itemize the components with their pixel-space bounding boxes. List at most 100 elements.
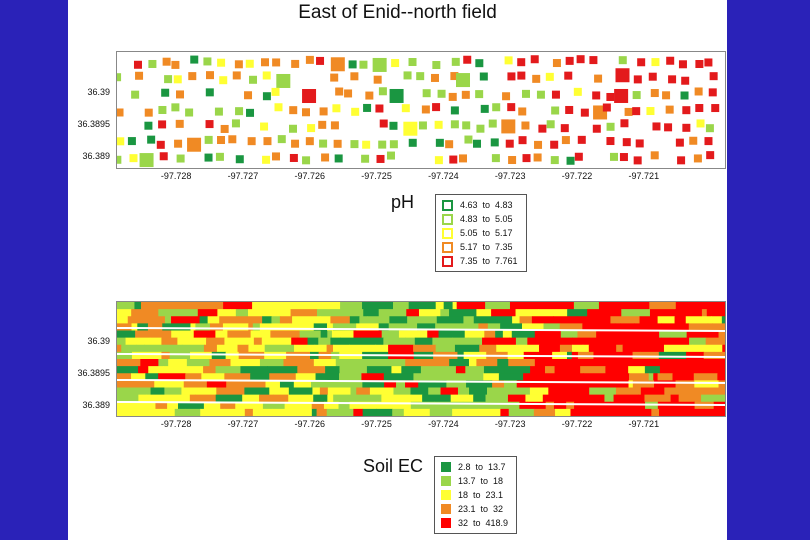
ec-cell [701,309,708,317]
ec-cell [323,401,340,410]
ec-cell [582,316,611,324]
ec-cell [545,380,562,388]
ec-cell [466,380,493,388]
ec-cell [462,401,488,410]
ph-sample-point [117,155,122,164]
ec-cell [538,309,568,317]
ph-sample-point [350,140,359,149]
ph-sample-point [521,121,530,130]
ec-cell [197,309,214,317]
ec-cell [613,394,639,403]
ec-cell [515,309,539,317]
ec-cell [332,323,357,331]
ec-cell [553,401,567,410]
ec-legend-label: 18 to 23.1 [458,490,504,500]
ec-cell [403,408,431,416]
ec-cell [695,309,703,317]
ph-sample-point [164,75,173,84]
ec-cell [269,387,275,396]
ec-cell [692,344,723,353]
ph-sample-point [403,71,412,80]
ec-cell [135,330,158,339]
ph-sample-point [162,57,171,66]
ec-cell [545,366,556,374]
ec-cell [486,401,511,410]
ec-cell [225,351,231,360]
ph-sample-point [422,89,431,98]
ec-cell [554,394,585,403]
ec-cell [388,323,410,331]
ph-sample-point [117,137,125,146]
ec-cell [117,309,132,317]
ec-cell [657,316,676,324]
ec-cell [134,302,142,310]
ph-sample-point [235,155,244,164]
ec-cell [492,380,505,388]
ec-cell [534,330,562,339]
ec-pass-line [117,379,725,384]
ph-sample-point [365,91,374,100]
ph-sample-point [389,121,398,130]
ph-sample-point [566,156,575,165]
ec-cell [405,337,416,346]
ec-cell [509,337,517,346]
ec-cell [272,302,293,310]
ec-cell [450,394,474,403]
ec-cell [340,337,363,346]
ph-sample-point [291,139,300,148]
ec-cell [659,366,686,374]
ec-cell [670,394,680,403]
ec-cell [213,337,225,346]
ph-sample-point [148,59,157,68]
ec-cell [388,344,414,353]
ec-cell [248,323,254,331]
ec-cell [356,323,380,331]
ec-cell [632,380,655,388]
ec-cell [618,337,635,346]
ec-cell [178,408,186,416]
ph-sample-point [517,71,526,80]
ec-cell [722,344,725,353]
ec-cell [622,344,636,353]
ph-y-tick-label: 36.39 [87,86,110,97]
ec-cell [573,302,600,310]
ec-cell [659,408,677,416]
ec-cell [296,408,305,416]
ph-sample-point [475,59,484,68]
ec-cell [117,344,122,353]
ec-cell [531,316,554,324]
ec-cell [504,366,531,374]
ec-cell [483,373,500,381]
ec-cell [648,373,654,381]
ec-cell [452,337,469,346]
ec-cell [401,302,410,310]
ec-legend-swatch [441,504,451,514]
ec-cell [417,323,436,331]
ph-sample-point [533,153,542,162]
ec-cell [121,344,138,353]
ph-sample-point [271,87,280,96]
ph-sample-point [552,59,561,68]
ph-sample-point [185,108,194,117]
ec-cell [330,316,351,324]
ec-cell [504,380,518,388]
ph-sample-point [144,108,153,117]
ec-cell [604,394,615,403]
ph-sample-point [232,71,241,80]
ec-cell [259,359,284,367]
ph-legend-swatch [442,255,453,267]
ec-cell [309,359,315,367]
ec-cell [325,366,341,374]
ec-cell [525,394,544,403]
ec-cell [446,380,452,388]
ec-cell [136,344,145,353]
ph-sample-point [129,154,138,163]
ec-cell [332,344,350,353]
ec-cell [519,344,540,353]
ec-cell [582,344,590,353]
ec-cell [163,366,174,374]
ec-cell [455,366,466,374]
ec-cell [253,337,263,346]
ph-sample-point [675,138,684,147]
ph-sample-point [289,153,298,162]
